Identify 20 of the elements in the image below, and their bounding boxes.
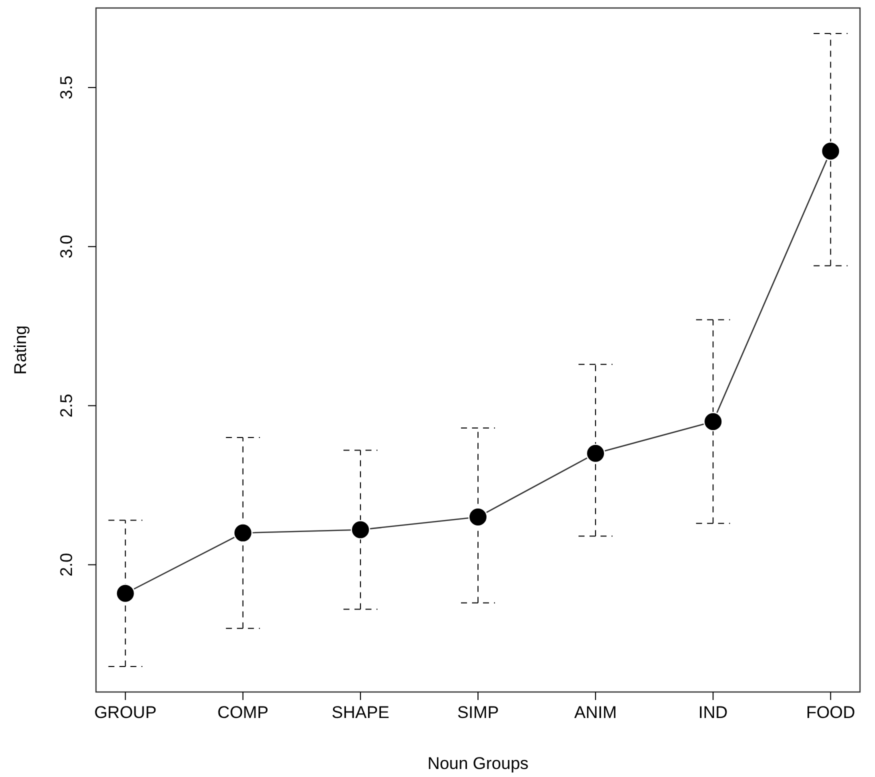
point: [820, 141, 840, 161]
y-tick-label: 2.5: [57, 394, 76, 418]
point: [586, 444, 606, 464]
x-tick-label: ANIM: [574, 703, 617, 722]
x-tick-label: SHAPE: [332, 703, 390, 722]
point: [350, 520, 370, 540]
x-axis-title: Noun Groups: [427, 754, 529, 773]
x-tick-label: GROUP: [94, 703, 157, 722]
point: [116, 584, 136, 604]
x-tick-label: SIMP: [457, 703, 499, 722]
x-tick-label: FOOD: [806, 703, 856, 722]
point: [468, 507, 488, 527]
y-tick-label: 2.0: [57, 552, 76, 577]
x-tick-label: COMP: [217, 703, 268, 722]
y-axis-title: Rating: [11, 325, 30, 375]
y-tick-label: 3.0: [57, 234, 76, 258]
point: [233, 523, 253, 543]
x-tick-label: IND: [698, 703, 728, 722]
y-tick-label: 3.5: [57, 76, 76, 100]
point: [703, 412, 723, 432]
